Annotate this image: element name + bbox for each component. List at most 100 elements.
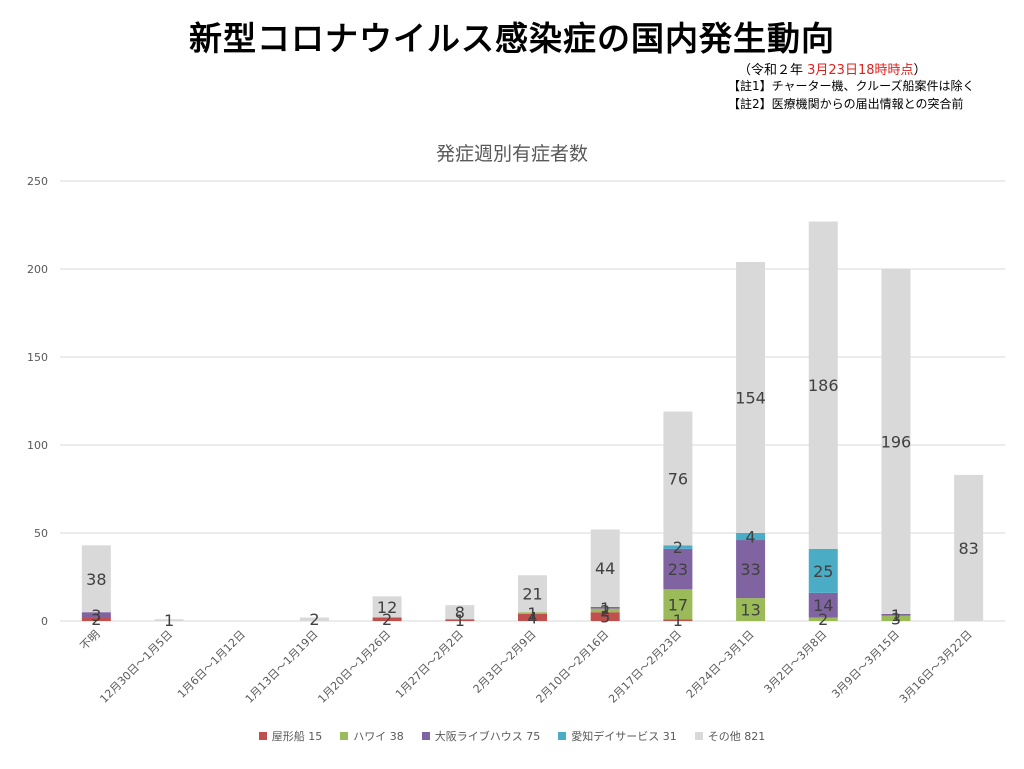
legend-item: 大阪ライブハウス 75 <box>421 728 540 744</box>
x-tick-label: 2月17日～2月23日 <box>606 628 684 706</box>
legend-label: 愛知デイサービス 31 <box>571 730 677 743</box>
date-highlight: 3月23日18時時点 <box>807 63 914 78</box>
x-tick-label: 2月24日～3月1日 <box>684 628 757 701</box>
x-tick-label: 12月30日～1月5日 <box>97 628 175 706</box>
x-tick-label: 1月13日～1月19日 <box>243 628 321 706</box>
bar-segment <box>881 613 911 616</box>
y-tick-label: 200 <box>27 263 48 276</box>
data-label: 2 <box>600 601 610 620</box>
data-label: 21 <box>522 585 542 604</box>
bar-segment <box>808 617 838 621</box>
x-tick-label: 3月2日～3月8日 <box>762 628 830 696</box>
data-label: 1 <box>164 611 174 630</box>
x-tick-label: 1月6日～1月12日 <box>175 628 248 701</box>
bar-segment <box>808 548 838 593</box>
bar-segment <box>81 545 111 613</box>
bar-segment <box>81 617 111 621</box>
legend-item: その他 821 <box>694 728 766 744</box>
legend-label: ハワイ 38 <box>353 730 404 743</box>
bar-segment <box>590 606 620 609</box>
bar-segment <box>663 619 693 621</box>
bar-segment <box>81 612 111 618</box>
data-label: 12 <box>377 598 397 617</box>
date-suffix: ） <box>913 63 927 78</box>
legend-swatch <box>558 732 567 740</box>
bar-segment <box>445 619 475 621</box>
data-label: 196 <box>881 432 912 451</box>
legend-swatch <box>694 732 703 740</box>
data-label: 2 <box>91 610 101 629</box>
data-label: 1 <box>455 611 465 630</box>
data-label: 38 <box>86 570 106 589</box>
y-tick-label: 150 <box>27 351 48 364</box>
x-tick-label: 2月10日～2月16日 <box>534 628 612 706</box>
data-label: 83 <box>958 539 978 558</box>
legend-item: ハワイ 38 <box>340 728 404 744</box>
x-tick-label: 1月20日～1月26日 <box>315 628 393 706</box>
chart-legend: 屋形船 15 ハワイ 38 大阪ライブハウス 75 愛知デイサービス 31 その他 82… <box>0 728 1024 744</box>
bar-segment <box>663 411 693 546</box>
x-tick-label: 3月9日～3月15日 <box>829 628 902 701</box>
bar-segment <box>154 619 184 621</box>
data-label: 2 <box>818 610 828 629</box>
bar-segment <box>881 615 911 621</box>
data-label: 8 <box>455 603 465 622</box>
bar-segment <box>808 221 838 549</box>
data-label: 1 <box>673 611 683 630</box>
x-tick-label: 2月3日～2月9日 <box>471 628 539 696</box>
bar-segment <box>663 589 693 620</box>
data-label: 154 <box>735 388 766 407</box>
y-tick-label: 100 <box>27 439 48 452</box>
data-label: 3 <box>91 606 101 625</box>
data-label: 5 <box>600 608 610 627</box>
bar-segment <box>518 612 547 614</box>
data-label: 1 <box>527 604 537 623</box>
legend-swatch <box>421 732 430 740</box>
bar-segment <box>518 613 547 621</box>
note-1: 【註1】チャーター機、クルーズ船案件は除く <box>728 79 975 93</box>
page-title: 新型コロナウイルス感染症の国内発生動向 <box>189 19 835 58</box>
bar-segment <box>372 617 402 621</box>
data-label: 33 <box>740 560 760 579</box>
bar-segment <box>299 617 329 621</box>
data-label: 23 <box>668 560 688 579</box>
legend-swatch <box>340 732 349 740</box>
bar-segment <box>954 474 984 621</box>
note-2: 【註2】医療機関からの届出情報との突合前 <box>728 97 964 111</box>
bar-segment <box>590 529 620 607</box>
data-label: 1 <box>600 599 610 618</box>
date-prefix: （令和２年 <box>738 63 808 78</box>
bar-segment <box>808 592 838 618</box>
data-label: 3 <box>891 609 901 628</box>
y-tick-label: 0 <box>41 615 48 628</box>
data-label: 2 <box>673 538 683 557</box>
data-label: 2 <box>382 610 392 629</box>
y-tick-label: 250 <box>27 175 48 188</box>
bar-segment <box>663 548 693 590</box>
y-tick-label: 50 <box>34 527 48 540</box>
bar-segment <box>736 261 766 533</box>
data-label: 4 <box>745 528 755 547</box>
bar-segment <box>590 608 620 613</box>
x-tick-label: 3月16日～3月22日 <box>897 628 975 706</box>
bar-segment <box>736 540 766 599</box>
bar-segment <box>881 269 911 614</box>
data-label: 186 <box>808 376 839 395</box>
data-label: 13 <box>740 601 760 620</box>
data-label: 1 <box>891 606 901 625</box>
bar-segment <box>518 575 547 613</box>
data-label: 25 <box>813 562 833 581</box>
x-tick-label: 1月27日～2月2日 <box>393 628 466 701</box>
bar-segment <box>736 533 766 541</box>
chart-title: 発症週別有症者数 <box>435 143 588 165</box>
bar-segment <box>445 605 475 620</box>
legend-item: 屋形船 15 <box>258 728 323 744</box>
bar-segment <box>663 545 693 549</box>
legend-item: 愛知デイサービス 31 <box>558 728 677 744</box>
legend-label: その他 821 <box>707 730 766 743</box>
data-label: 4 <box>527 608 537 627</box>
legend-label: 屋形船 15 <box>271 730 323 743</box>
data-label: 44 <box>595 559 615 578</box>
bar-segment <box>736 598 766 621</box>
